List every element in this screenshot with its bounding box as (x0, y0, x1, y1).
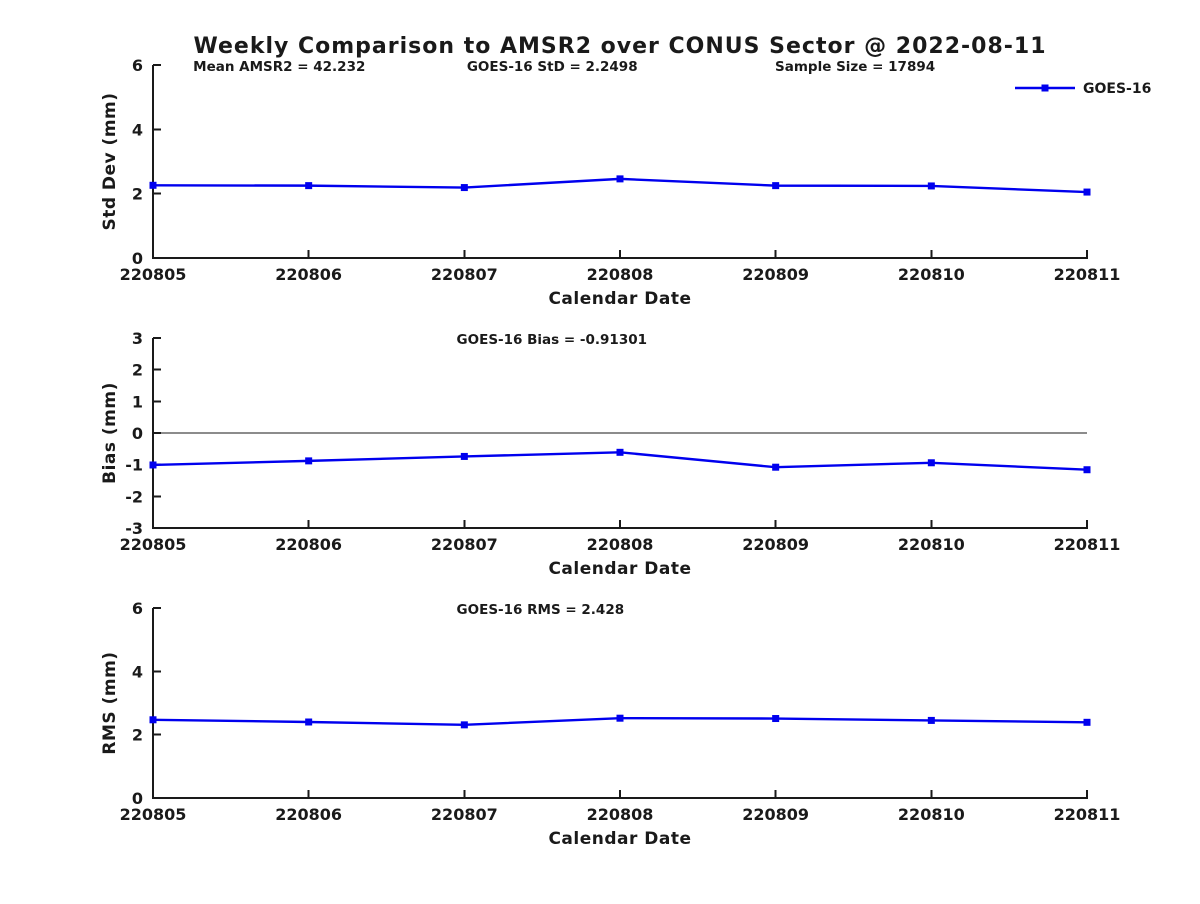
data-marker (460, 452, 468, 460)
x-tick-label: 220810 (898, 535, 965, 554)
data-marker (1083, 718, 1091, 726)
data-marker (305, 182, 313, 190)
data-marker (927, 716, 935, 724)
data-marker (149, 716, 157, 724)
data-marker (1083, 188, 1091, 196)
data-marker (305, 718, 313, 726)
x-tick-label: 220806 (275, 805, 342, 824)
panel-bias: -3 -2 -1 0 1 2 3 220805 220806 220807 220808 220809… (100, 329, 1120, 579)
x-tick-label: 220805 (120, 805, 187, 824)
x-tick-label: 220806 (275, 265, 342, 284)
legend-label: GOES-16 (1083, 81, 1151, 97)
annotation: GOES-16 StD = 2.2498 (467, 59, 638, 75)
annotation: Sample Size = 17894 (775, 59, 935, 75)
x-tick-label: 220811 (1054, 535, 1121, 554)
data-marker (1083, 466, 1091, 474)
data-marker (927, 459, 935, 467)
x-tick-label: 220809 (742, 805, 809, 824)
y-tick-label: 2 (132, 361, 143, 380)
data-marker (616, 714, 624, 722)
data-marker (460, 721, 468, 729)
annotation: Mean AMSR2 = 42.232 (193, 59, 365, 75)
data-marker (772, 182, 780, 190)
data-marker (772, 463, 780, 471)
y-tick-label: -1 (125, 456, 143, 475)
x-tick-label: 220809 (742, 535, 809, 554)
y-tick-label: 6 (132, 599, 143, 618)
data-marker (616, 175, 624, 183)
x-axis-label: Calendar Date (548, 559, 691, 579)
x-axis-label: Calendar Date (548, 829, 691, 849)
x-tick-label: 220807 (431, 805, 498, 824)
annotation: GOES-16 RMS = 2.428 (457, 602, 625, 618)
y-axis-label: RMS (mm) (100, 651, 120, 754)
y-axis-label: Bias (mm) (100, 382, 120, 484)
x-tick-label: 220810 (898, 805, 965, 824)
data-marker (149, 461, 157, 469)
x-tick-label: 220807 (431, 265, 498, 284)
y-tick-label: 0 (132, 249, 143, 268)
y-axis-label: Std Dev (mm) (100, 92, 120, 230)
x-tick-label: 220808 (587, 805, 654, 824)
x-tick-label: 220807 (431, 535, 498, 554)
x-tick-label: 220810 (898, 265, 965, 284)
y-tick-label: 4 (132, 662, 143, 681)
panel-std-dev: 0 2 4 6 220805 220806 220807 220808 220809 220810… (100, 56, 1120, 309)
data-marker (927, 182, 935, 190)
y-tick-label: 3 (132, 329, 143, 348)
annotation: GOES-16 Bias = -0.91301 (457, 332, 647, 348)
panel-rms: 0 2 4 6 220805 220806 220807 220808 220809 220810… (100, 599, 1120, 849)
y-tick-label: -3 (125, 519, 143, 538)
data-marker (616, 448, 624, 456)
data-marker (772, 715, 780, 723)
y-tick-label: 1 (132, 392, 143, 411)
x-tick-label: 220808 (587, 265, 654, 284)
x-tick-label: 220808 (587, 535, 654, 554)
y-tick-label: 2 (132, 185, 143, 204)
y-tick-label: 4 (132, 120, 143, 139)
legend-marker-icon (1041, 84, 1049, 92)
y-tick-label: 2 (132, 726, 143, 745)
y-tick-label: -2 (125, 487, 143, 506)
data-marker (149, 181, 157, 189)
x-tick-label: 220805 (120, 535, 187, 554)
x-tick-label: 220809 (742, 265, 809, 284)
data-marker (305, 457, 313, 465)
legend: GOES-16 (1015, 81, 1151, 97)
x-tick-label: 220811 (1054, 805, 1121, 824)
x-axis-label: Calendar Date (548, 289, 691, 309)
x-tick-label: 220806 (275, 535, 342, 554)
y-tick-label: 0 (132, 789, 143, 808)
y-tick-label: 6 (132, 56, 143, 75)
data-marker (460, 184, 468, 192)
chart-title: Weekly Comparison to AMSR2 over CONUS Se… (194, 34, 1047, 59)
x-tick-label: 220805 (120, 265, 187, 284)
y-tick-label: 0 (132, 424, 143, 443)
x-tick-label: 220811 (1054, 265, 1121, 284)
